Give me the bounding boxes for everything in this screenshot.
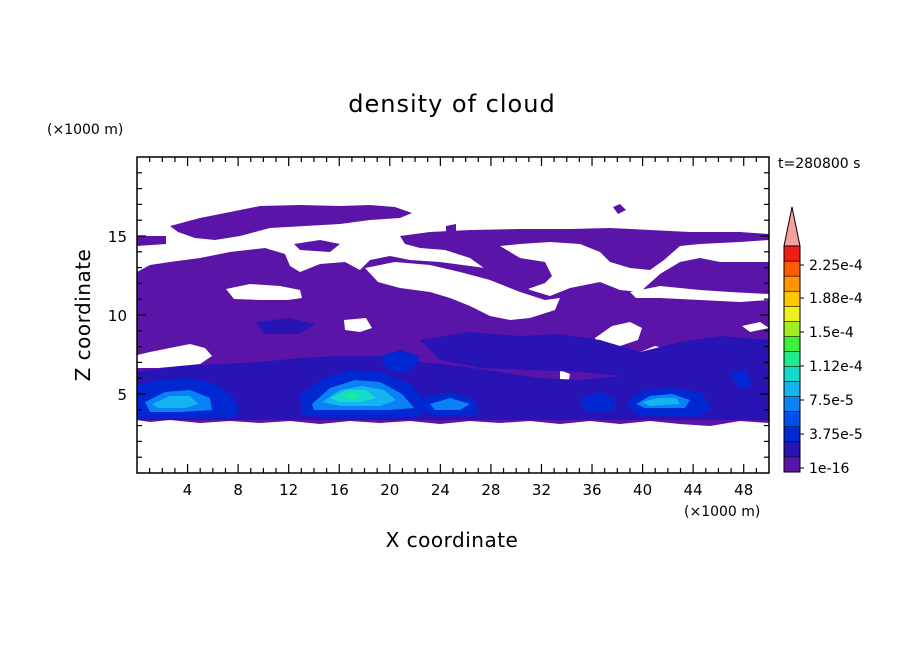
colorbar-label: 1.12e-4 [809, 359, 863, 375]
clear-gap-2 [365, 262, 560, 320]
x-ticks: 4 8 12 16 20 24 28 32 36 40 44 48 [149, 157, 757, 499]
cloud-layer-upper-left [170, 205, 412, 240]
blue-band-6 [380, 350, 420, 372]
cloud-wisp-3 [446, 224, 456, 232]
y-unit-label: (×1000 m) [47, 122, 123, 138]
x-tick-label: 12 [279, 481, 298, 499]
y-tick-label: 10 [108, 307, 127, 325]
x-tick-label: 40 [633, 481, 652, 499]
sky-band-3 [642, 398, 680, 406]
colorbar-cell [784, 396, 800, 413]
indigo-patch-2 [420, 332, 769, 378]
x-tick-label: 36 [582, 481, 601, 499]
x-tick-label: 20 [380, 481, 399, 499]
colorbar-label: 1.5e-4 [809, 325, 854, 341]
colorbar-cell [784, 381, 800, 398]
y-axis-label: Z coordinate [71, 249, 95, 382]
cloud-layer-upper-right [400, 228, 769, 290]
colorbar-cell [784, 351, 800, 368]
y-ticks: 5 10 15 [108, 172, 769, 458]
green-core [342, 392, 360, 398]
colorbar-cell [784, 261, 800, 277]
blue-band-7 [730, 370, 752, 390]
colorbar-cell [784, 336, 800, 352]
x-tick-label: 44 [684, 481, 703, 499]
colorbar-cells [784, 246, 800, 473]
y-tick-label: 15 [108, 228, 127, 246]
y-tick-label: 5 [117, 386, 127, 404]
colorbar-cell [784, 246, 800, 262]
colorbar-over-triangle [783, 206, 801, 247]
indigo-patch-1 [255, 318, 315, 334]
x-tick-label: 8 [233, 481, 243, 499]
colorbar-cell [784, 366, 800, 383]
clear-lower-region [137, 420, 769, 473]
chart-title: density of cloud [348, 90, 555, 118]
x-axis-label: X coordinate [386, 528, 519, 552]
x-tick-label: 16 [330, 481, 349, 499]
clear-gap-4 [344, 318, 372, 332]
colorbar-label: 3.75e-5 [809, 427, 863, 443]
x-tick-label: 24 [431, 481, 450, 499]
x-tick-label: 48 [734, 481, 753, 499]
time-label: t=280800 s [778, 156, 860, 172]
cloud-layer-base [137, 236, 166, 246]
colorbar-cell [784, 426, 800, 443]
x-tick-label: 32 [532, 481, 551, 499]
colorbar-label: 2.25e-4 [809, 258, 863, 274]
colorbar-label: 1.88e-4 [809, 291, 863, 307]
clear-gap-6 [137, 344, 212, 368]
clear-gap-3 [630, 286, 769, 302]
colorbar-frame [783, 245, 801, 473]
x-tick-label: 4 [183, 481, 193, 499]
clear-gap-1 [226, 284, 302, 300]
colorbar-cell [784, 411, 800, 428]
colorbar-cell [784, 291, 800, 307]
sky-band-1 [152, 396, 198, 408]
colorbar-labels: 2.25e-4 1.88e-4 1.5e-4 1.12e-4 7.5e-5 3.75e-5… [800, 258, 863, 477]
cloud-wisp-1 [613, 204, 626, 214]
blue-band-4 [580, 392, 616, 412]
mid-blue-band-3 [430, 398, 470, 410]
colorbar-label: 7.5e-5 [809, 393, 854, 409]
x-tick-label: 28 [481, 481, 500, 499]
colorbar-cell [784, 306, 800, 322]
colorbar-cell [784, 321, 800, 337]
colorbar-cell [784, 456, 800, 473]
colorbar-label: 1e-16 [809, 461, 849, 477]
x-unit-label: (×1000 m) [684, 504, 760, 520]
cloud-wisp-2 [294, 240, 340, 252]
contour-field [137, 204, 769, 473]
colorbar-cell [784, 276, 800, 292]
colorbar-cell [784, 441, 800, 458]
colorbar: 2.25e-4 1.88e-4 1.5e-4 1.12e-4 7.5e-5 3.75e-5… [783, 206, 863, 477]
clear-gap-10 [742, 322, 769, 332]
